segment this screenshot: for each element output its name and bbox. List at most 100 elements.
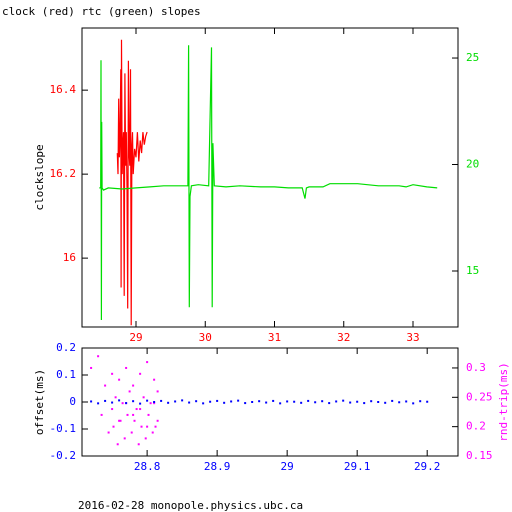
y-tick-label: 0 (69, 395, 76, 408)
data-point (377, 401, 380, 403)
data-point (111, 401, 114, 404)
data-point (181, 399, 184, 402)
y2-tick-label: 25 (466, 51, 479, 64)
data-point (209, 400, 212, 403)
data-point (146, 399, 149, 402)
data-point (328, 402, 331, 405)
data-point (230, 400, 233, 403)
plot-frame (81, 347, 459, 457)
data-point (121, 402, 124, 405)
data-point (149, 402, 152, 405)
data-point (118, 399, 121, 402)
data-point (363, 402, 366, 405)
data-point (153, 401, 156, 403)
data-point (286, 400, 289, 403)
data-point (128, 390, 131, 393)
data-point (153, 378, 156, 381)
x-tick-label: 31 (268, 331, 281, 344)
data-point (202, 402, 205, 405)
data-point (137, 443, 140, 446)
y-tick-label: -0.2 (50, 449, 77, 462)
data-point (100, 413, 103, 416)
y2-tick-label: 0.2 (466, 420, 486, 433)
data-point (111, 372, 114, 375)
y-tick-label: 16.2 (50, 167, 77, 180)
data-point (174, 400, 177, 403)
x-tick-label: 29.2 (414, 460, 441, 473)
data-point (342, 399, 345, 402)
data-point (97, 402, 100, 405)
data-point (146, 425, 149, 428)
data-point (356, 400, 359, 403)
data-point (188, 401, 191, 404)
data-point (90, 366, 93, 369)
data-point (114, 396, 117, 399)
x-tick-label: 29 (129, 331, 142, 344)
data-point (139, 402, 142, 405)
data-point (412, 402, 415, 405)
data-point (90, 400, 93, 403)
data-point (265, 401, 268, 404)
data-point (349, 401, 352, 404)
x-tick-label: 29.1 (344, 460, 371, 473)
data-point (272, 399, 275, 402)
data-point (419, 400, 422, 403)
data-point (107, 431, 110, 434)
y-tick-label: -0.1 (50, 422, 77, 435)
data-point (426, 400, 429, 403)
y-tick-label: 16.4 (50, 83, 77, 96)
data-point (300, 401, 303, 404)
data-point (116, 443, 119, 446)
plot-frame (81, 27, 459, 328)
data-point (126, 413, 129, 416)
x-tick-label: 28.8 (134, 460, 161, 473)
data-point (384, 401, 387, 404)
y2-tick-label: 15 (466, 264, 479, 277)
data-point (139, 408, 142, 411)
data-point (314, 401, 317, 404)
y2-tick-label: 20 (466, 158, 479, 171)
footer: 2016-02-28 monopole.physics.ubc.ca (78, 499, 303, 512)
x-tick-label: 28.9 (204, 460, 231, 473)
y2-tick-label: 0.3 (466, 361, 486, 374)
data-point (258, 400, 261, 403)
data-point (97, 355, 100, 358)
y-axis-label: clockslope (33, 144, 46, 210)
data-point (132, 384, 135, 387)
x-tick-label: 32 (337, 331, 350, 344)
data-point (398, 401, 401, 404)
y-tick-label: 16 (63, 251, 76, 264)
data-point (293, 400, 296, 403)
data-point (156, 390, 159, 393)
data-line (99, 45, 438, 321)
y-axis-label: offset(ms) (33, 369, 46, 435)
data-point (167, 401, 170, 404)
y2-tick-label: 0.25 (466, 390, 493, 403)
data-point (130, 431, 133, 434)
data-point (142, 396, 145, 399)
x-tick-label: 33 (406, 331, 419, 344)
data-point (139, 372, 142, 375)
data-point (135, 408, 138, 411)
data-point (223, 401, 226, 404)
data-point (118, 378, 121, 381)
data-point (132, 400, 135, 403)
chart-title: clock (red) rtc (green) slopes (2, 5, 201, 18)
x-tick-label: 29 (281, 460, 294, 473)
y-tick-label: 0.1 (56, 368, 76, 381)
data-point (251, 401, 254, 403)
data-point (140, 425, 143, 428)
y-tick-label: 0.2 (56, 341, 76, 354)
data-point (279, 402, 282, 405)
data-point (321, 400, 324, 403)
data-point (151, 431, 154, 434)
data-point (104, 384, 107, 387)
y2-axis-label: rnd-trip(ms) (497, 362, 510, 441)
data-point (195, 400, 198, 403)
y2-tick-label: 0.15 (466, 449, 493, 462)
data-point (133, 419, 136, 422)
data-point (237, 399, 240, 402)
data-point (216, 399, 219, 402)
data-point (153, 402, 156, 405)
